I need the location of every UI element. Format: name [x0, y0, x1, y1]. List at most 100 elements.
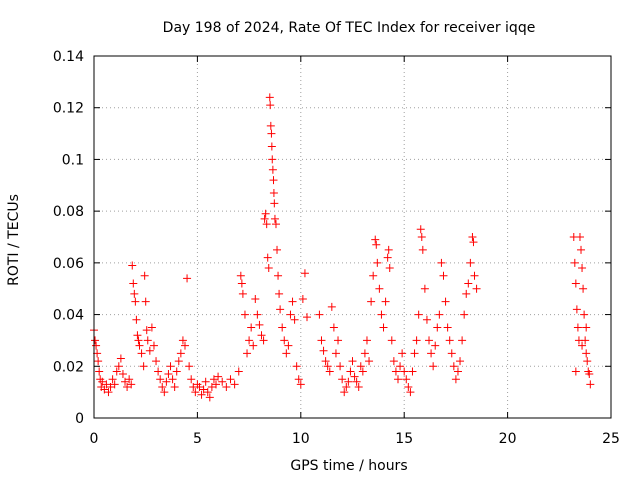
data-point [379, 323, 388, 332]
data-point [469, 238, 478, 247]
data-point [422, 315, 431, 324]
data-point [265, 93, 274, 102]
data-point [340, 388, 349, 397]
data-point [571, 279, 580, 288]
data-point [437, 258, 446, 267]
data-point [342, 382, 351, 391]
data-point [132, 315, 141, 324]
data-points [90, 93, 595, 402]
data-point [414, 310, 423, 319]
data-point [267, 129, 276, 138]
data-point [303, 313, 312, 322]
data-point [195, 382, 204, 391]
data-point [158, 382, 167, 391]
data-point [91, 336, 100, 345]
data-point [396, 362, 405, 371]
data-point [410, 349, 419, 358]
data-point [197, 390, 206, 399]
data-point [462, 289, 471, 298]
data-point [466, 258, 475, 267]
data-point [586, 380, 595, 389]
data-point [582, 323, 591, 332]
data-point [121, 377, 130, 386]
data-point [321, 357, 330, 366]
data-point [264, 264, 273, 273]
data-point [174, 357, 183, 366]
data-point [116, 354, 125, 363]
data-point [358, 367, 367, 376]
data-point [110, 380, 119, 389]
data-point [212, 380, 221, 389]
data-point [243, 349, 252, 358]
data-point [270, 214, 279, 223]
x-tick-label: 10 [292, 431, 310, 447]
axis-ticks: 0 5 10 15 20 25 0 0.02 0.04 0.06 0.08 0.1 0.12 0.14 [53, 49, 620, 447]
data-point [274, 271, 283, 280]
data-point [367, 297, 376, 306]
data-point [98, 377, 107, 386]
data-point [348, 357, 357, 366]
data-point [443, 323, 452, 332]
data-point [143, 336, 152, 345]
data-point [300, 269, 309, 278]
data-point [185, 362, 194, 371]
data-point [354, 382, 363, 391]
data-point [389, 357, 398, 366]
data-point [433, 323, 442, 332]
data-point [420, 284, 429, 293]
data-point [133, 331, 142, 340]
data-point [582, 349, 591, 358]
data-point [240, 310, 249, 319]
data-point [162, 377, 171, 386]
data-point [168, 375, 177, 384]
data-point [573, 323, 582, 332]
data-point [331, 349, 340, 358]
y-tick-label: 0.04 [53, 308, 84, 324]
data-point [226, 375, 235, 384]
data-point [383, 253, 392, 262]
data-point [234, 367, 243, 376]
data-point [127, 380, 136, 389]
plot-frame [93, 55, 612, 419]
y-tick-label: 0.12 [53, 101, 84, 117]
data-point [128, 261, 137, 270]
data-point [447, 349, 456, 358]
data-point [416, 225, 425, 234]
data-point [441, 297, 450, 306]
data-point [199, 385, 208, 394]
data-point [278, 323, 287, 332]
x-tick-label: 5 [193, 431, 202, 447]
data-point [180, 341, 189, 350]
data-point [156, 375, 165, 384]
data-point [176, 349, 185, 358]
data-point [201, 377, 210, 386]
data-point [259, 336, 268, 345]
data-point [100, 385, 109, 394]
data-point [338, 375, 347, 384]
data-point [260, 214, 269, 223]
data-point [404, 382, 413, 391]
data-point [431, 341, 440, 350]
data-point [352, 377, 361, 386]
data-point [292, 362, 301, 371]
data-point [391, 367, 400, 376]
data-point [266, 101, 275, 110]
data-point [170, 382, 179, 391]
data-point [580, 310, 589, 319]
data-point [178, 336, 187, 345]
data-point [408, 367, 417, 376]
data-point [402, 375, 411, 384]
data-point [112, 367, 121, 376]
data-point [400, 367, 409, 376]
data-point [327, 302, 336, 311]
data-point [255, 320, 264, 329]
data-point [458, 336, 467, 345]
data-point [329, 323, 338, 332]
data-point [253, 310, 262, 319]
data-point [154, 367, 163, 376]
data-point [298, 295, 307, 304]
data-point [393, 375, 402, 384]
data-point [275, 289, 284, 298]
data-point [371, 235, 380, 244]
data-point [104, 388, 113, 397]
